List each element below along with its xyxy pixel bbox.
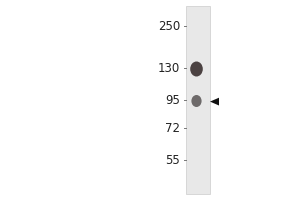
Polygon shape bbox=[210, 98, 219, 106]
Bar bbox=[186, 6, 210, 194]
Ellipse shape bbox=[190, 62, 203, 76]
Ellipse shape bbox=[191, 95, 202, 107]
Text: 72: 72 bbox=[165, 121, 180, 134]
Text: 130: 130 bbox=[158, 62, 180, 74]
Text: 55: 55 bbox=[165, 154, 180, 166]
Text: 95: 95 bbox=[165, 94, 180, 106]
Text: 250: 250 bbox=[158, 20, 180, 32]
